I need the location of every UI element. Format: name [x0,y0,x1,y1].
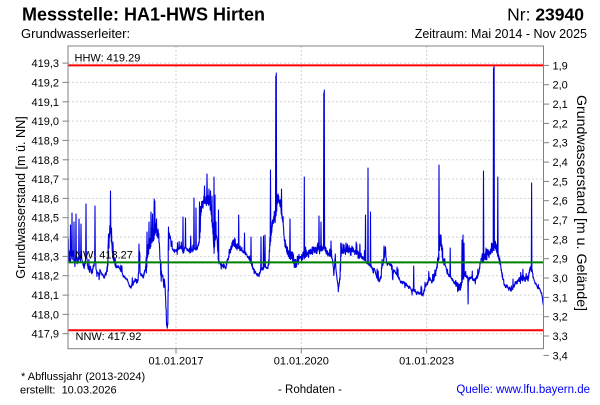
svg-text:418,5: 418,5 [31,213,59,225]
svg-text:Zeitraum: Mai 2014 - Nov 2025: Zeitraum: Mai 2014 - Nov 2025 [415,27,587,41]
svg-text:01.01.2017: 01.01.2017 [148,356,203,368]
svg-text:NNW: 417.92: NNW: 417.92 [76,331,142,343]
svg-text:2,8: 2,8 [553,234,568,246]
svg-text:2,2: 2,2 [553,118,568,130]
svg-text:418,7: 418,7 [31,174,59,186]
svg-text:* Abflussjahr (2013-2024): * Abflussjahr (2013-2024) [21,371,145,383]
svg-text:419,1: 419,1 [31,97,59,109]
svg-text:Grundwasserstand [m ü. NN]: Grundwasserstand [m ü. NN] [14,116,28,278]
svg-text:1,9: 1,9 [553,60,568,72]
svg-text:419,0: 419,0 [31,116,59,128]
svg-text:3,4: 3,4 [553,350,568,362]
svg-text:2,7: 2,7 [553,215,568,227]
svg-text:2,4: 2,4 [553,157,568,169]
svg-text:- Rohdaten -: - Rohdaten - [278,384,342,396]
svg-text:2,6: 2,6 [553,196,568,208]
svg-text:erstellt: 10.03.2026: erstellt: 10.03.2026 [20,385,117,397]
svg-text:3,2: 3,2 [553,312,568,324]
svg-text:Messstelle: HA1-HWS Hirten: Messstelle: HA1-HWS Hirten [22,5,265,25]
svg-text:2,0: 2,0 [553,80,568,92]
svg-text:418,2: 418,2 [31,271,59,283]
svg-text:NW: 418.27: NW: 418.27 [75,250,133,262]
svg-text:2,5: 2,5 [553,176,568,188]
svg-text:2,3: 2,3 [553,138,568,150]
svg-text:01.01.2020: 01.01.2020 [274,356,329,368]
svg-text:3,3: 3,3 [553,331,568,343]
svg-text:418,3: 418,3 [31,251,59,263]
svg-text:418,0: 418,0 [31,309,59,321]
svg-text:01.01.2023: 01.01.2023 [399,356,454,368]
svg-text:418,6: 418,6 [31,193,59,205]
svg-text:3,0: 3,0 [553,273,568,285]
svg-text:Quelle: www.lfu.bayern.de: Quelle: www.lfu.bayern.de [456,384,590,396]
svg-text:419,3: 419,3 [31,58,59,70]
svg-text:HHW: 419.29: HHW: 419.29 [75,53,141,65]
svg-text:3,1: 3,1 [553,292,568,304]
svg-text:418,1: 418,1 [31,290,59,302]
svg-text:Grundwasserleiter:: Grundwasserleiter: [21,26,130,41]
svg-text:2,9: 2,9 [553,254,568,266]
svg-text:418,9: 418,9 [31,135,59,147]
svg-text:Grundwasserstand [m u. Gelände: Grundwasserstand [m u. Gelände] [573,95,589,311]
svg-text:417,9: 417,9 [31,329,59,341]
svg-text:419,2: 419,2 [31,77,59,89]
svg-text:Nr: 23940: Nr: 23940 [507,5,584,25]
svg-text:2,1: 2,1 [553,99,568,111]
svg-text:418,8: 418,8 [31,155,59,167]
svg-text:418,4: 418,4 [31,232,59,244]
